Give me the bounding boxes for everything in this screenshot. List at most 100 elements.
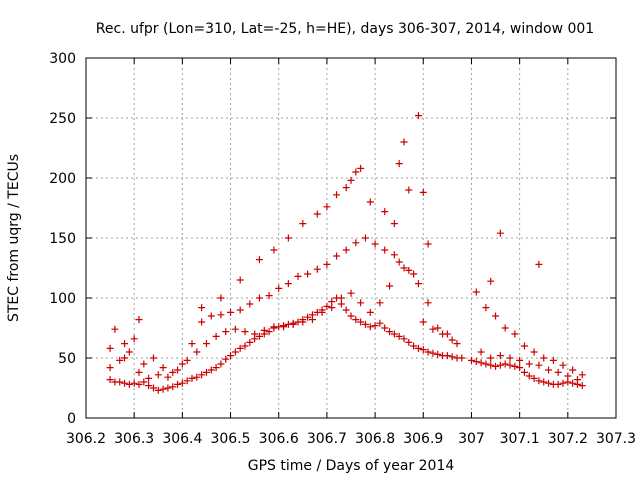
x-tick-label: 306.3 <box>114 431 154 447</box>
x-tick-label: 307 <box>458 431 485 447</box>
data-point <box>342 246 350 254</box>
chart-title: Rec. ufpr (Lon=310, Lat=-25, h=HE), days… <box>96 21 594 37</box>
data-point <box>525 372 533 380</box>
data-point <box>140 378 148 386</box>
data-point <box>236 344 244 352</box>
data-point <box>284 234 292 242</box>
data-point <box>106 344 114 352</box>
data-point <box>121 340 129 348</box>
data-point <box>135 368 143 376</box>
data-point <box>342 184 350 192</box>
data-point <box>419 188 427 196</box>
data-point <box>174 366 182 374</box>
data-point <box>496 361 504 369</box>
data-point <box>448 353 456 361</box>
data-point <box>492 362 500 370</box>
data-point <box>289 320 297 328</box>
data-point <box>231 325 239 333</box>
data-point <box>569 379 577 387</box>
x-tick-label: 306.6 <box>259 431 299 447</box>
data-point <box>198 318 206 326</box>
axis-ticks: 306.2 306.3 306.4 306.5 306.6 306.7 306.8 306.9… <box>49 51 636 447</box>
data-point <box>236 306 244 314</box>
data-point <box>342 306 350 314</box>
x-axis-label: GPS time / Days of year 2014 <box>248 458 455 474</box>
data-point <box>535 377 543 385</box>
data-point <box>357 164 365 172</box>
data-point <box>390 330 398 338</box>
data-point <box>578 382 586 390</box>
data-point <box>193 373 201 381</box>
data-point <box>145 374 153 382</box>
data-point <box>255 332 263 340</box>
data-point <box>366 198 374 206</box>
data-point <box>501 360 509 368</box>
data-point <box>569 366 577 374</box>
data-point <box>395 160 403 168</box>
data-point <box>106 376 114 384</box>
data-point <box>405 266 413 274</box>
data-point <box>159 385 167 393</box>
data-point <box>376 299 384 307</box>
data-point <box>217 360 225 368</box>
data-point <box>299 220 307 228</box>
x-tick-label: 306.4 <box>162 431 202 447</box>
data-point <box>299 318 307 326</box>
data-point <box>530 374 538 382</box>
data-point <box>381 324 389 332</box>
data-point <box>202 340 210 348</box>
data-point <box>545 379 553 387</box>
data-point <box>347 176 355 184</box>
data-point <box>448 336 456 344</box>
x-tick-label: 306.7 <box>307 431 347 447</box>
data-point <box>178 360 186 368</box>
data-point <box>333 191 341 199</box>
data-point <box>361 320 369 328</box>
data-point <box>564 372 572 380</box>
data-point <box>241 342 249 350</box>
data-point <box>540 378 548 386</box>
data-point <box>294 272 302 280</box>
data-point <box>390 220 398 228</box>
data-point <box>207 366 215 374</box>
data-point <box>453 340 461 348</box>
data-point <box>405 338 413 346</box>
data-point <box>516 364 524 372</box>
data-point <box>183 356 191 364</box>
data-point <box>323 203 331 211</box>
data-point <box>308 316 316 324</box>
data-point <box>149 384 157 392</box>
data-point <box>545 366 553 374</box>
data-point <box>337 294 345 302</box>
data-point <box>280 323 288 331</box>
data-point <box>429 349 437 357</box>
data-point <box>217 294 225 302</box>
data-point <box>371 240 379 248</box>
data-point <box>337 300 345 308</box>
data-point <box>236 276 244 284</box>
data-point <box>424 240 432 248</box>
data-point <box>183 377 191 385</box>
data-point <box>530 348 538 356</box>
data-point <box>270 246 278 254</box>
data-point <box>419 346 427 354</box>
data-point <box>381 208 389 216</box>
data-point <box>169 383 177 391</box>
data-point <box>313 210 321 218</box>
data-point <box>333 252 341 260</box>
data-point <box>265 328 273 336</box>
data-point <box>472 288 480 296</box>
data-point <box>477 348 485 356</box>
data-point <box>135 316 143 324</box>
data-point <box>540 354 548 362</box>
x-tick-label: 306.9 <box>403 431 443 447</box>
data-point <box>255 256 263 264</box>
data-point <box>443 352 451 360</box>
data-point <box>106 364 114 372</box>
x-tick-label: 307.1 <box>500 431 540 447</box>
y-tick-label: 250 <box>49 111 76 127</box>
data-point <box>270 323 278 331</box>
data-point <box>198 304 206 312</box>
y-tick-label: 0 <box>67 411 76 427</box>
